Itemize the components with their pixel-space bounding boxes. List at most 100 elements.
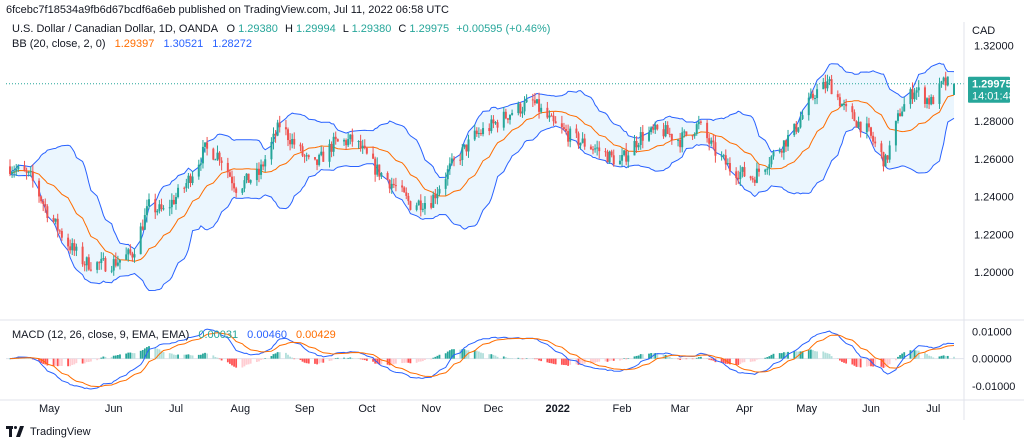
legend-low-label: L — [343, 23, 349, 35]
candle-body — [610, 151, 613, 156]
macd-histogram-bar — [953, 356, 955, 359]
candle — [784, 139, 787, 153]
macd-histogram-bar — [899, 355, 901, 359]
macd-histogram-bar — [231, 358, 233, 366]
candle — [913, 87, 916, 102]
macd-histogram-bar — [148, 346, 150, 359]
candle — [535, 98, 538, 104]
candle — [316, 159, 319, 171]
candle — [795, 121, 798, 135]
macd-histogram-bar — [434, 356, 437, 359]
candle-body — [793, 123, 796, 136]
chart-frame[interactable]: 1.32000 1.28000 1.26000 1.24000 1.22000 1.200… — [0, 22, 1024, 420]
candle-body — [44, 204, 47, 207]
macd-histogram-bar — [656, 353, 659, 359]
candle — [606, 149, 609, 163]
macd-histogram-bar — [345, 358, 348, 359]
candle-body — [278, 122, 281, 128]
macd-pane[interactable] — [6, 328, 964, 390]
candle-body — [894, 120, 897, 146]
candle-body — [318, 154, 321, 165]
candle-body — [415, 205, 418, 210]
candle-body — [828, 79, 831, 82]
candle — [840, 103, 843, 107]
macd-histogram-bar — [739, 358, 742, 364]
candle-body — [753, 179, 756, 183]
candle-body — [129, 249, 132, 254]
candle — [768, 157, 771, 176]
candle-body — [257, 168, 260, 175]
macd-histogram-bar — [475, 350, 478, 359]
candle — [782, 140, 785, 160]
candle — [824, 74, 827, 94]
candle — [228, 169, 231, 178]
candle-body — [625, 150, 628, 162]
macd-histogram-bar — [407, 358, 410, 363]
candle-body — [158, 204, 161, 211]
candle-body — [228, 172, 231, 177]
macd-histogram-bar — [766, 357, 769, 359]
last-price-badge: 1.29975 14:01:48 — [968, 76, 1015, 103]
candle-body — [104, 258, 107, 272]
macd-histogram-bar — [502, 356, 505, 359]
macd-histogram-bar — [841, 358, 843, 362]
candle-body — [569, 128, 572, 142]
candle — [162, 205, 165, 211]
macd-histogram-bar — [235, 358, 238, 368]
candle — [100, 252, 103, 270]
macd-histogram-bar — [751, 358, 754, 362]
candle-body — [691, 135, 694, 137]
candle — [299, 142, 302, 152]
candle-body — [351, 134, 354, 142]
candle-body — [749, 176, 752, 179]
time-tick-label: 2022 — [545, 403, 569, 415]
candle-body — [627, 155, 630, 162]
candle-body — [772, 152, 775, 157]
candle-body — [654, 124, 657, 130]
macd-histogram-bar — [87, 358, 90, 363]
candle — [625, 143, 628, 166]
macd-histogram-bar — [394, 358, 397, 364]
macd-histogram-bar — [183, 354, 186, 359]
candle — [787, 129, 790, 151]
candle — [641, 125, 644, 149]
candle-body — [274, 133, 277, 136]
macd-histogram-bar — [247, 358, 250, 365]
candle — [780, 148, 783, 158]
price-pane[interactable] — [6, 62, 964, 292]
legend-macd-line: 0.00460 — [247, 329, 287, 341]
macd-histogram-bar — [579, 358, 582, 365]
candle-body — [751, 178, 754, 180]
candle-body — [697, 121, 700, 125]
candle — [670, 133, 673, 145]
candle-body — [212, 148, 215, 160]
candle-body — [270, 141, 273, 160]
candle-body — [260, 164, 263, 175]
candle — [695, 122, 698, 136]
macd-histogram-bar — [378, 358, 381, 365]
candle — [594, 144, 597, 153]
candle — [233, 176, 236, 193]
candle-body — [836, 94, 839, 98]
macd-histogram-bar — [743, 358, 746, 363]
macd-histogram-bar — [619, 358, 621, 361]
candle-body — [604, 151, 607, 153]
macd-histogram-bar — [430, 358, 433, 360]
macd-histogram-bar — [633, 356, 636, 359]
macd-histogram-bar — [357, 358, 360, 359]
price-tick-label: 1.26000 — [974, 154, 1014, 166]
candle — [737, 170, 740, 185]
candle-body — [517, 103, 520, 114]
macd-histogram-bar — [606, 358, 609, 362]
candle-body — [25, 171, 28, 173]
candle — [560, 115, 563, 134]
candle — [757, 164, 760, 177]
candle — [538, 92, 541, 119]
candle — [448, 157, 451, 175]
candle-body — [185, 183, 188, 188]
candle-body — [652, 127, 655, 130]
candle-body — [162, 208, 165, 210]
candle — [141, 219, 144, 231]
macd-histogram-bar — [855, 358, 858, 367]
candle — [305, 152, 308, 162]
